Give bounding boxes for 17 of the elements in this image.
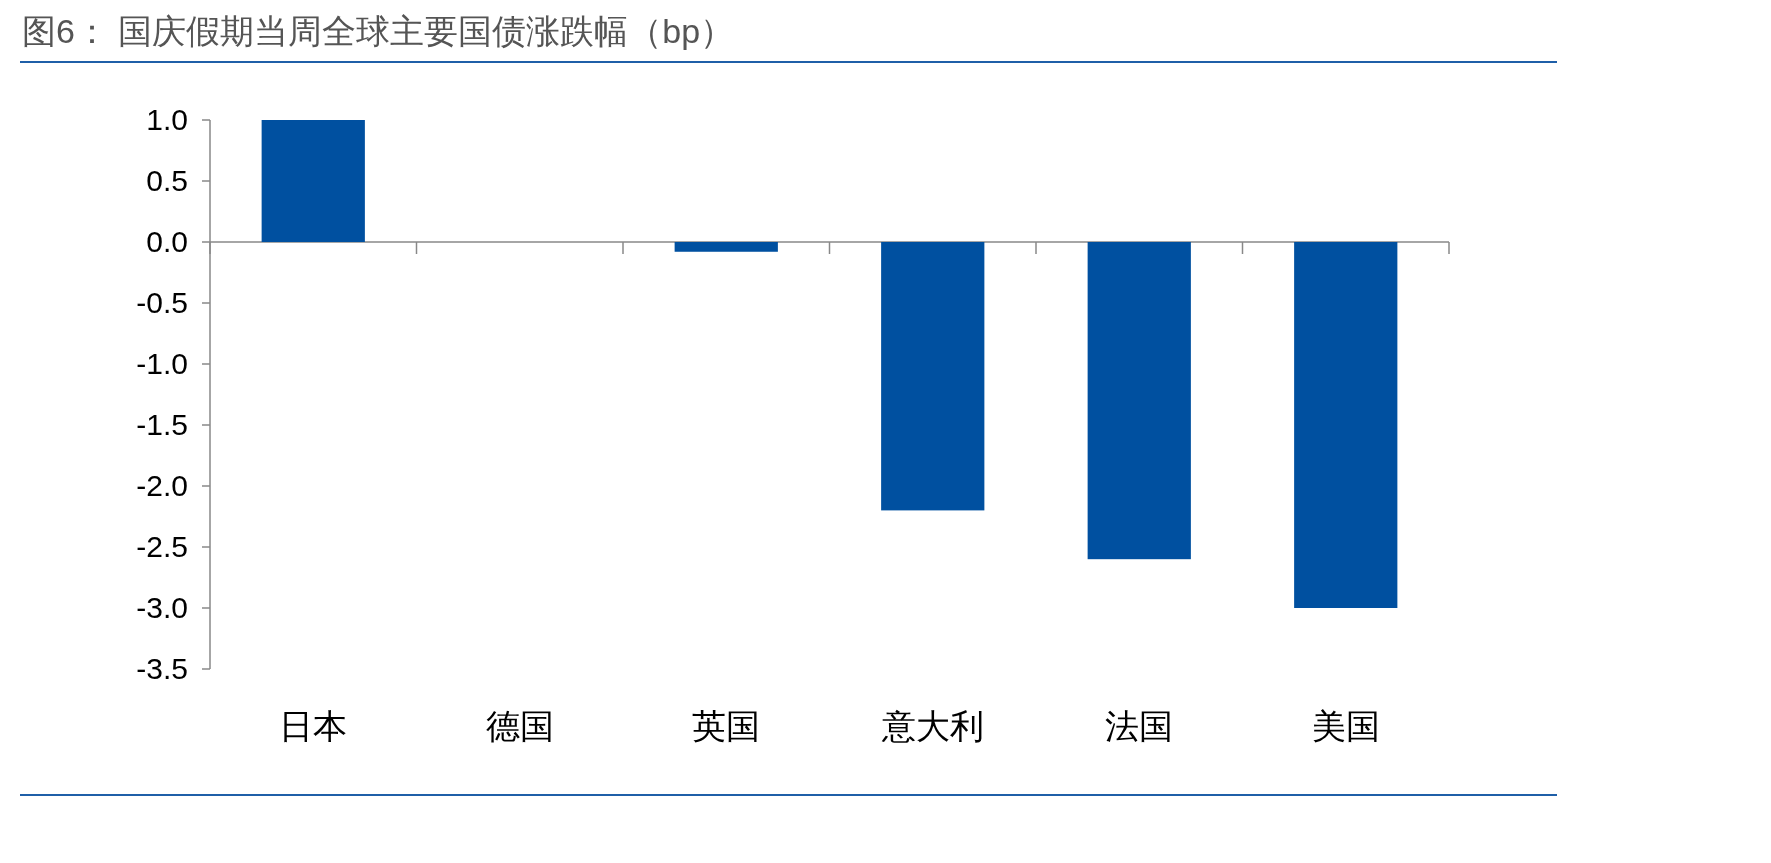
y-tick-label: -2.0 bbox=[136, 469, 188, 502]
chart-title: 图6： 国庆假期当周全球主要国债涨跌幅（bp） bbox=[22, 12, 735, 50]
x-tick-label: 英国 bbox=[692, 707, 761, 745]
y-tick-label: -1.0 bbox=[136, 347, 188, 380]
y-tick-label: -3.5 bbox=[136, 652, 188, 685]
y-tick-label: -1.5 bbox=[136, 408, 188, 441]
x-tick-label: 德国 bbox=[485, 707, 554, 745]
y-tick-label: 0.0 bbox=[146, 225, 188, 258]
x-tick-label: 法国 bbox=[1105, 707, 1174, 745]
y-tick-label: 1.0 bbox=[146, 103, 188, 136]
x-tick-label: 美国 bbox=[1311, 707, 1380, 745]
x-tick-label: 日本 bbox=[279, 707, 348, 745]
y-tick-label: -2.5 bbox=[136, 530, 188, 563]
y-tick-label: 0.5 bbox=[146, 164, 188, 197]
x-tick-label: 意大利 bbox=[880, 707, 984, 745]
y-tick-label: -0.5 bbox=[136, 286, 188, 319]
y-tick-label: -3.0 bbox=[136, 591, 188, 624]
